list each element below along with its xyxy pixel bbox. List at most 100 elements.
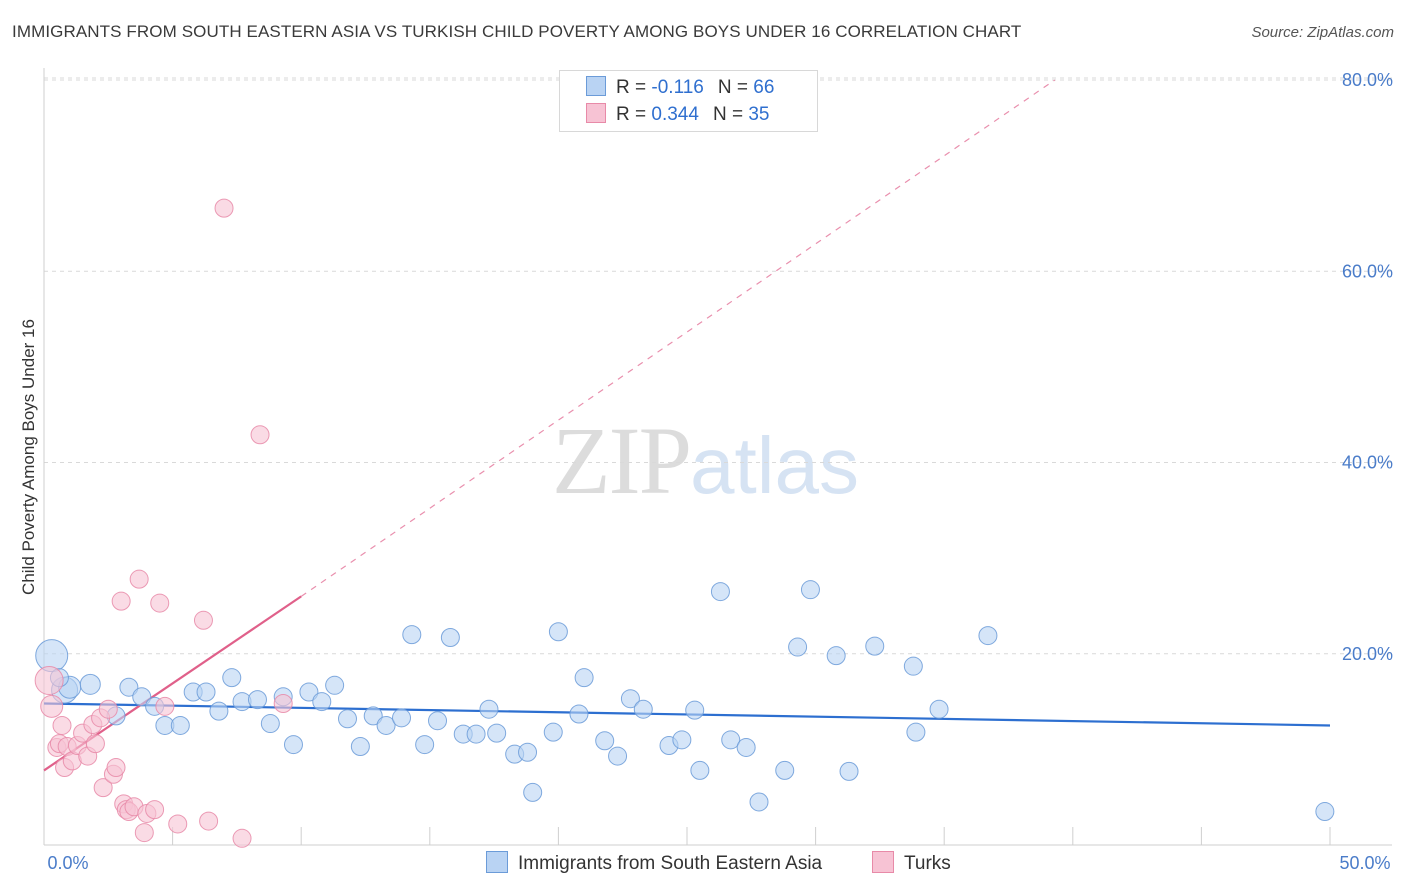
- point-immigrants-se-asia: [826, 646, 846, 666]
- point-immigrants-se-asia: [906, 722, 926, 742]
- y-tick-label: 60.0%: [1342, 261, 1393, 281]
- point-turks: [134, 823, 154, 843]
- legend-n-value: 35: [748, 104, 770, 125]
- point-immigrants-se-asia: [685, 700, 705, 720]
- legend-n-value: 66: [753, 77, 775, 98]
- legend-row-blue: R = -0.116 N = 66: [586, 76, 774, 98]
- point-immigrants-se-asia: [299, 682, 319, 702]
- point-immigrants-se-asia: [392, 708, 412, 728]
- point-immigrants-se-asia: [775, 760, 795, 780]
- point-immigrants-se-asia: [247, 690, 267, 710]
- point-immigrants-se-asia: [1315, 802, 1335, 822]
- point-immigrants-se-asia: [595, 731, 615, 751]
- point-turks: [52, 715, 72, 735]
- point-immigrants-se-asia: [479, 699, 499, 719]
- y-axis-title: Child Poverty Among Boys Under 16: [19, 319, 38, 595]
- point-immigrants-se-asia: [518, 742, 538, 762]
- legend-n-label: N =: [712, 104, 744, 125]
- point-turks: [232, 828, 252, 848]
- point-immigrants-se-asia: [800, 580, 820, 600]
- point-immigrants-se-asia: [865, 636, 885, 656]
- point-turks: [111, 591, 131, 611]
- point-turks: [129, 569, 149, 589]
- watermark-atlas: atlas: [690, 421, 859, 510]
- point-immigrants-se-asia: [548, 622, 568, 642]
- point-immigrants-se-asia: [376, 715, 396, 735]
- data-points: [34, 198, 1335, 848]
- y-tick-label: 20.0%: [1342, 644, 1393, 664]
- point-immigrants-se-asia: [710, 582, 730, 602]
- point-immigrants-se-asia: [119, 677, 139, 697]
- point-immigrants-se-asia: [523, 782, 543, 802]
- point-turks: [273, 693, 293, 713]
- point-immigrants-se-asia: [363, 706, 383, 726]
- correlation-legend: R = -0.116 N = 66 R = 0.344 N = 35: [559, 70, 818, 132]
- point-immigrants-se-asia: [325, 675, 345, 695]
- legend-r-label: R =: [616, 104, 647, 125]
- source-credit: Source: ZipAtlas.com: [1251, 24, 1394, 41]
- legend-swatch-blue: [586, 76, 606, 96]
- trend-line-turks-extension: [300, 79, 1056, 597]
- watermark-zip: ZIP: [552, 407, 692, 514]
- point-immigrants-se-asia: [929, 699, 949, 719]
- bottom-legend-pink: Turks: [872, 851, 951, 875]
- y-tick-label: 80.0%: [1342, 70, 1393, 90]
- point-immigrants-se-asia: [415, 735, 435, 755]
- x-tick-label: 0.0%: [47, 853, 88, 873]
- axes: [43, 68, 1392, 846]
- legend-swatch-pink: [586, 103, 606, 123]
- point-immigrants-se-asia: [839, 761, 859, 781]
- legend-r-value: 0.344: [651, 104, 699, 125]
- point-immigrants-se-asia: [721, 730, 741, 750]
- point-turks: [199, 811, 219, 831]
- point-immigrants-se-asia: [543, 722, 563, 742]
- point-immigrants-se-asia: [608, 746, 628, 766]
- point-immigrants-se-asia: [312, 692, 332, 712]
- point-turks: [40, 694, 64, 718]
- legend-r-label: R =: [616, 77, 647, 98]
- point-turks: [34, 666, 64, 696]
- bottom-legend-blue: Immigrants from South Eastern Asia: [486, 851, 822, 875]
- point-immigrants-se-asia: [440, 627, 460, 647]
- watermark: ZIPatlas: [552, 405, 859, 516]
- point-immigrants-se-asia: [487, 723, 507, 743]
- trend-lines: [43, 79, 1331, 772]
- point-immigrants-se-asia: [428, 711, 448, 731]
- point-immigrants-se-asia: [79, 673, 101, 695]
- bottom-legend-label: Immigrants from South Eastern Asia: [518, 853, 823, 874]
- x-tick-label: 50.0%: [1339, 853, 1390, 873]
- point-turks: [250, 425, 270, 445]
- point-turks: [168, 814, 188, 834]
- point-immigrants-se-asia: [569, 704, 589, 724]
- bottom-legend-label: Turks: [904, 853, 951, 874]
- point-immigrants-se-asia: [574, 668, 594, 688]
- chart-title: IMMIGRANTS FROM SOUTH EASTERN ASIA VS TU…: [12, 22, 1022, 41]
- point-immigrants-se-asia: [260, 714, 280, 734]
- point-immigrants-se-asia: [978, 626, 998, 646]
- point-turks: [150, 593, 170, 613]
- y-tick-label: 40.0%: [1342, 453, 1393, 473]
- tick-labels: 20.0% 40.0% 60.0% 80.0% 0.0% 50.0%: [47, 70, 1393, 873]
- point-immigrants-se-asia: [633, 699, 653, 719]
- point-immigrants-se-asia: [788, 637, 808, 657]
- gridlines: [44, 77, 1392, 655]
- point-turks: [214, 198, 234, 218]
- bottom-legend-swatch-pink: [872, 851, 894, 873]
- point-immigrants-se-asia: [466, 724, 486, 744]
- legend-row-pink: R = 0.344 N = 35: [586, 103, 769, 125]
- point-turks: [145, 800, 165, 820]
- point-immigrants-se-asia: [222, 668, 242, 688]
- point-turks: [85, 734, 105, 754]
- point-immigrants-se-asia: [350, 737, 370, 757]
- point-immigrants-se-asia: [690, 760, 710, 780]
- point-turks: [193, 610, 213, 630]
- legend-r-value: -0.116: [651, 77, 704, 98]
- point-immigrants-se-asia: [749, 792, 769, 812]
- bottom-legend-swatch-blue: [486, 851, 508, 873]
- point-immigrants-se-asia: [170, 715, 190, 735]
- point-immigrants-se-asia: [209, 701, 229, 721]
- point-immigrants-se-asia: [283, 735, 303, 755]
- point-turks: [93, 778, 113, 798]
- point-immigrants-se-asia: [620, 689, 640, 709]
